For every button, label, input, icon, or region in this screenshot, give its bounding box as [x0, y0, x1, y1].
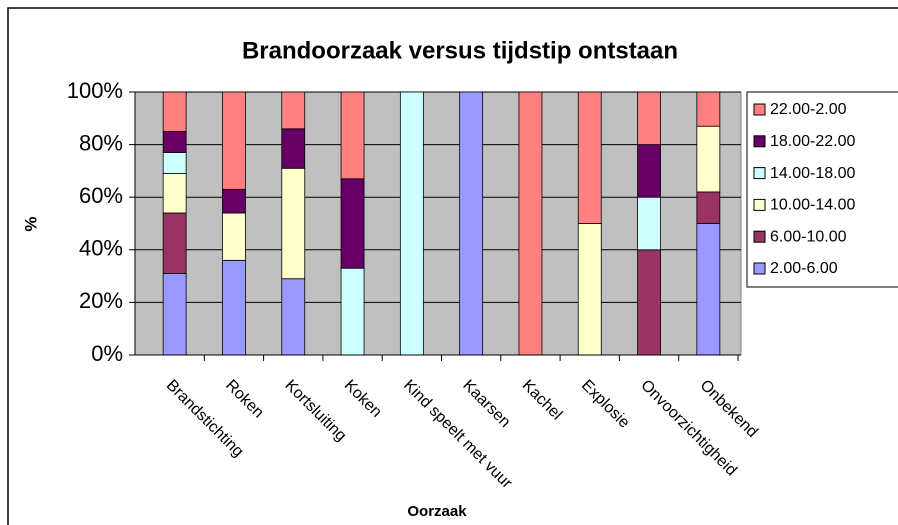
- y-tick-label: 100%: [67, 78, 123, 103]
- bar-segment: [637, 91, 661, 145]
- bar-segment: [696, 223, 721, 356]
- legend: [746, 91, 898, 288]
- bar-segment: [222, 188, 246, 214]
- x-axis-label: Oorzaak: [407, 503, 467, 520]
- chart-title: Brandoorzaak versus tijdstip ontstaan: [242, 37, 678, 64]
- legend-swatch: [753, 230, 766, 243]
- y-tick-label: 60%: [79, 183, 123, 208]
- bar-segment: [340, 91, 365, 180]
- legend-label: 10.00-14.00: [770, 197, 856, 214]
- bar-segment: [222, 259, 246, 356]
- y-tick-label: 20%: [79, 288, 123, 313]
- legend-swatch: [753, 262, 766, 275]
- legend-swatch: [753, 167, 766, 180]
- bar-segment: [637, 144, 661, 198]
- bar-segment: [281, 91, 306, 130]
- y-axis-label: %: [21, 216, 40, 231]
- legend-label: 2.00-6.00: [770, 260, 838, 277]
- bar-segment: [281, 167, 306, 280]
- legend-swatch: [753, 198, 766, 211]
- bar-segment: [577, 223, 602, 356]
- bar-segment: [162, 152, 187, 174]
- legend-label: 18.00-22.00: [770, 133, 856, 150]
- bar-segment: [637, 249, 661, 356]
- bar-segment: [162, 91, 187, 132]
- bar-segment: [637, 196, 661, 251]
- legend-swatch: [753, 135, 766, 148]
- bar-segment: [281, 278, 306, 356]
- legend-label: 6.00-10.00: [770, 228, 847, 245]
- bar-segment: [696, 125, 721, 193]
- bar-segment: [459, 91, 484, 356]
- bar-segment: [518, 91, 543, 356]
- bar-segment: [222, 91, 246, 190]
- legend-label: 14.00-18.00: [770, 165, 856, 182]
- bar-segment: [162, 273, 187, 356]
- bar-segment: [162, 131, 187, 153]
- bar-segment: [162, 212, 187, 274]
- bar-segment: [577, 91, 602, 224]
- bar-segment: [696, 91, 721, 127]
- bar-segment: [281, 128, 306, 169]
- bar-segment: [222, 212, 246, 261]
- bar-segment: [340, 267, 365, 356]
- bar-segment: [696, 191, 721, 224]
- y-tick-label: 80%: [79, 130, 123, 155]
- y-tick-label: 40%: [79, 236, 123, 261]
- bar-segment: [340, 178, 365, 269]
- bar-segment: [162, 173, 187, 214]
- legend-label: 22.00-2.00: [770, 101, 847, 118]
- bar-segment: [399, 91, 424, 356]
- legend-swatch: [753, 103, 766, 116]
- y-tick-label: 0%: [91, 341, 123, 366]
